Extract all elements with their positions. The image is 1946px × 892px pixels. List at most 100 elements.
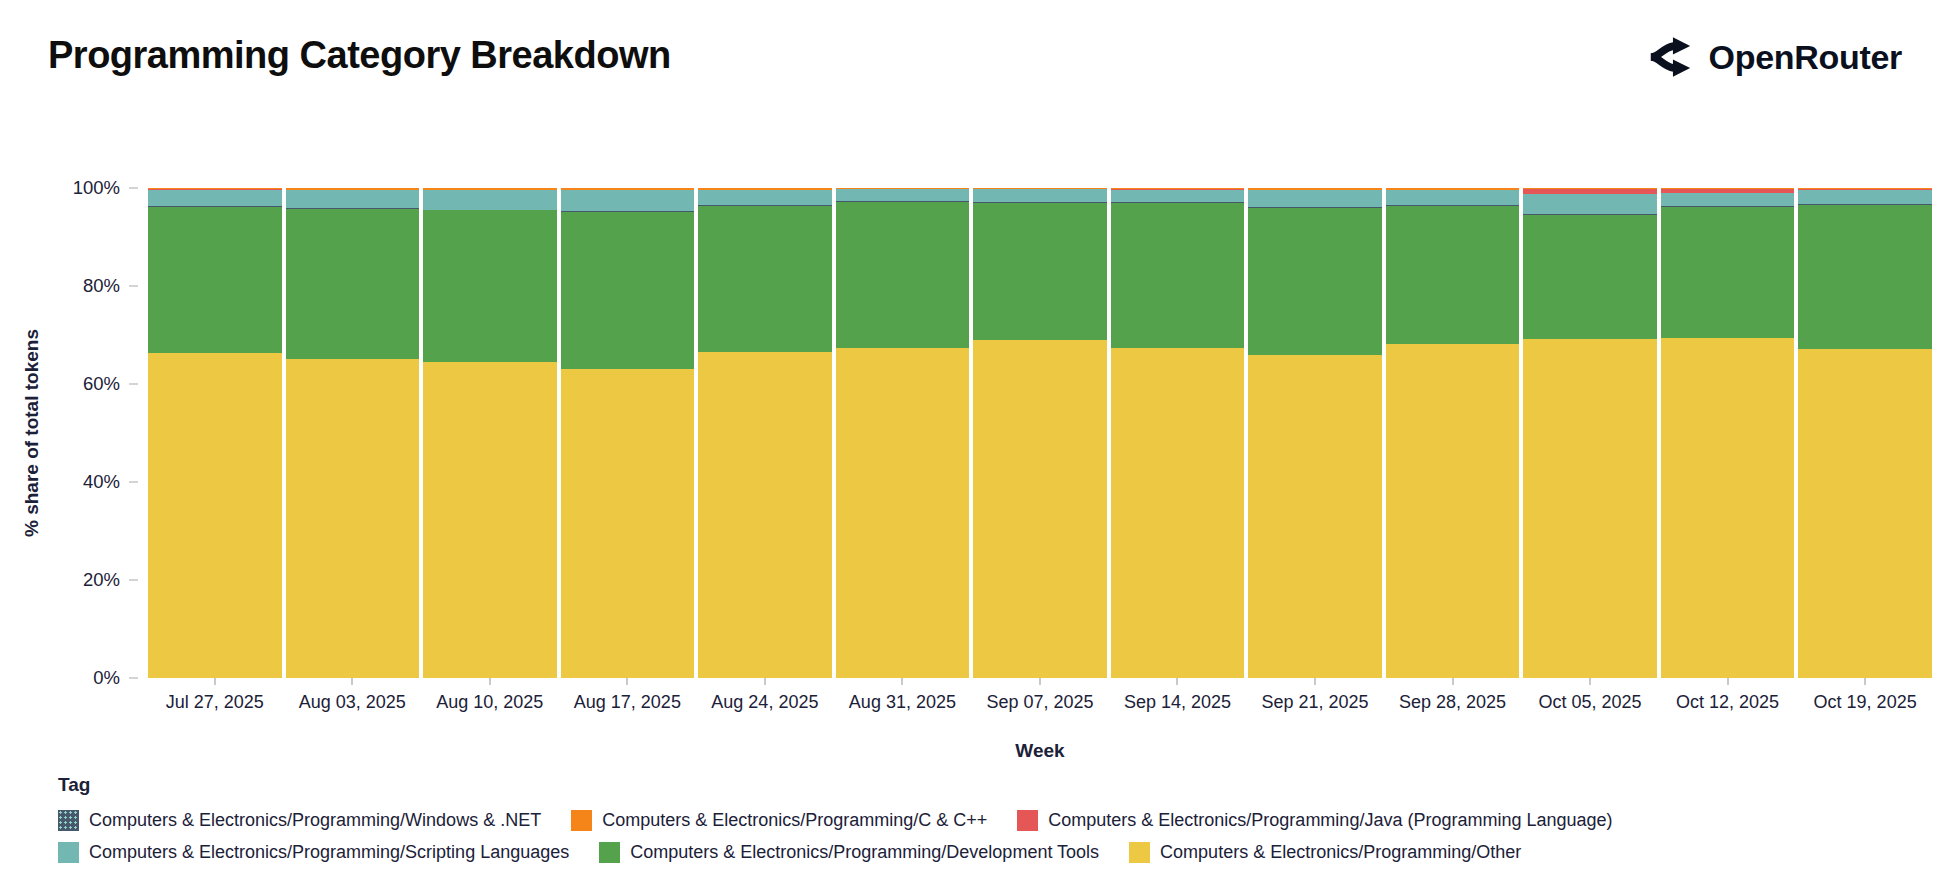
segment-scripting[interactable] — [1798, 190, 1932, 204]
y-tick-mark — [129, 383, 138, 385]
segment-other[interactable] — [973, 340, 1107, 678]
x-tick-label: Aug 03, 2025 — [286, 692, 420, 713]
segment-scripting[interactable] — [561, 190, 695, 212]
plot-area — [148, 188, 1932, 678]
segment-devtools[interactable] — [1248, 208, 1382, 355]
segment-other[interactable] — [1798, 349, 1932, 678]
segment-scripting[interactable] — [286, 190, 420, 208]
bar-sep-21-2025[interactable] — [1248, 188, 1382, 678]
segment-scripting[interactable] — [1386, 190, 1520, 205]
x-tick-label: Oct 12, 2025 — [1661, 692, 1795, 713]
segment-devtools[interactable] — [698, 206, 832, 352]
segment-scripting[interactable] — [836, 189, 970, 201]
bar-oct-19-2025[interactable] — [1798, 188, 1932, 678]
segment-other[interactable] — [1248, 355, 1382, 678]
brand-name: OpenRouter — [1709, 38, 1902, 77]
legend-swatch-scripting — [58, 842, 79, 863]
x-tick-label: Sep 07, 2025 — [973, 692, 1107, 713]
x-tick-label: Sep 21, 2025 — [1248, 692, 1382, 713]
segment-scripting[interactable] — [423, 190, 557, 210]
segment-devtools[interactable] — [1111, 203, 1245, 348]
y-axis: 0%20%40%60%80%100% — [0, 188, 146, 678]
legend-label: Computers & Electronics/Programming/Deve… — [630, 842, 1099, 863]
legend-item-other: Computers & Electronics/Programming/Othe… — [1129, 842, 1521, 863]
segment-devtools[interactable] — [1661, 207, 1795, 338]
segment-other[interactable] — [423, 362, 557, 678]
x-tick-mark — [1248, 678, 1382, 686]
y-tick-label: 100% — [73, 177, 120, 199]
legend-row: Computers & Electronics/Programming/Wind… — [58, 810, 1613, 831]
segment-other[interactable] — [698, 352, 832, 678]
legend-item-cpp: Computers & Electronics/Programming/C & … — [571, 810, 987, 831]
x-tick-mark — [836, 678, 970, 686]
y-tick-label: 0% — [93, 667, 120, 689]
y-tick-label: 60% — [83, 373, 120, 395]
page-title: Programming Category Breakdown — [48, 34, 671, 77]
segment-devtools[interactable] — [836, 202, 970, 347]
y-tick-mark — [129, 481, 138, 483]
segment-scripting[interactable] — [148, 190, 282, 206]
x-tick-mark — [561, 678, 695, 686]
segment-scripting[interactable] — [1111, 190, 1245, 203]
segment-scripting[interactable] — [1523, 194, 1657, 214]
openrouter-logo-icon — [1648, 34, 1694, 80]
y-tick-label: 20% — [83, 569, 120, 591]
bar-aug-17-2025[interactable] — [561, 188, 695, 678]
bar-aug-03-2025[interactable] — [286, 188, 420, 678]
segment-devtools[interactable] — [148, 207, 282, 353]
bar-jul-27-2025[interactable] — [148, 188, 282, 678]
x-tick-label: Sep 14, 2025 — [1111, 692, 1245, 713]
y-tick-mark — [129, 677, 138, 679]
x-axis: Jul 27, 2025Aug 03, 2025Aug 10, 2025Aug … — [148, 692, 1932, 713]
legend-label: Computers & Electronics/Programming/Wind… — [89, 810, 541, 831]
segment-scripting[interactable] — [1661, 193, 1795, 206]
legend-swatch-cpp — [571, 810, 592, 831]
bar-sep-14-2025[interactable] — [1111, 188, 1245, 678]
segment-other[interactable] — [1111, 348, 1245, 678]
bar-aug-31-2025[interactable] — [836, 188, 970, 678]
legend-item-devtools: Computers & Electronics/Programming/Deve… — [599, 842, 1099, 863]
x-tick-mark — [973, 678, 1107, 686]
x-tick-label: Oct 05, 2025 — [1523, 692, 1657, 713]
segment-scripting[interactable] — [698, 190, 832, 205]
bar-oct-12-2025[interactable] — [1661, 188, 1795, 678]
segment-other[interactable] — [148, 353, 282, 678]
bar-aug-10-2025[interactable] — [423, 188, 557, 678]
segment-other[interactable] — [1523, 339, 1657, 678]
bar-aug-24-2025[interactable] — [698, 188, 832, 678]
x-tick-mark — [1111, 678, 1245, 686]
segment-scripting[interactable] — [1248, 190, 1382, 207]
segment-other[interactable] — [836, 348, 970, 678]
x-tick-mark — [698, 678, 832, 686]
bar-sep-07-2025[interactable] — [973, 188, 1107, 678]
x-tick-mark — [1798, 678, 1932, 686]
segment-devtools[interactable] — [286, 209, 420, 360]
legend-row: Computers & Electronics/Programming/Scri… — [58, 842, 1613, 863]
x-tick-label: Aug 24, 2025 — [698, 692, 832, 713]
bar-oct-05-2025[interactable] — [1523, 188, 1657, 678]
segment-devtools[interactable] — [1386, 206, 1520, 344]
x-tick-label: Oct 19, 2025 — [1798, 692, 1932, 713]
segment-devtools[interactable] — [1523, 215, 1657, 339]
segment-other[interactable] — [561, 369, 695, 678]
legend-title: Tag — [58, 774, 1613, 796]
y-tick-label: 80% — [83, 275, 120, 297]
segment-other[interactable] — [286, 359, 420, 678]
bar-sep-28-2025[interactable] — [1386, 188, 1520, 678]
legend-swatch-windows — [58, 810, 79, 831]
segment-scripting[interactable] — [973, 189, 1107, 201]
x-axis-ticks — [148, 678, 1932, 686]
segment-devtools[interactable] — [1798, 205, 1932, 349]
legend-label: Computers & Electronics/Programming/C & … — [602, 810, 987, 831]
segment-devtools[interactable] — [561, 212, 695, 368]
segment-other[interactable] — [1661, 338, 1795, 678]
segment-other[interactable] — [1386, 344, 1520, 678]
legend-item-java: Computers & Electronics/Programming/Java… — [1017, 810, 1612, 831]
x-tick-label: Aug 31, 2025 — [836, 692, 970, 713]
segment-devtools[interactable] — [423, 210, 557, 361]
segment-devtools[interactable] — [973, 203, 1107, 341]
y-tick-mark — [129, 187, 138, 189]
x-tick-mark — [286, 678, 420, 686]
brand: OpenRouter — [1648, 34, 1902, 80]
x-tick-mark — [1661, 678, 1795, 686]
